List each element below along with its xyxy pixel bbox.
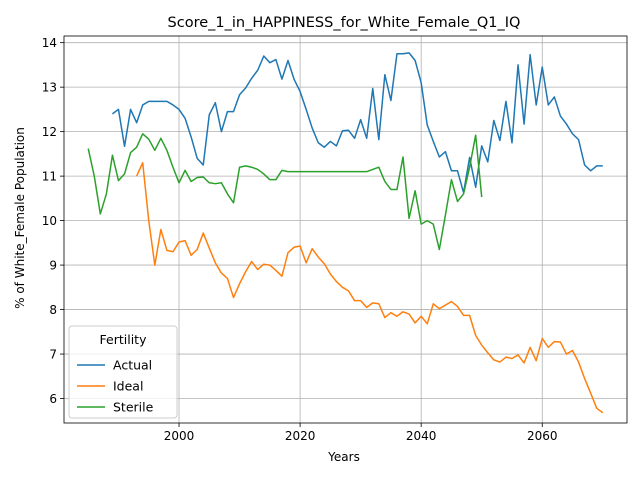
y-tick-label: 9 <box>49 259 57 273</box>
y-tick-label: 12 <box>42 125 57 139</box>
chart-title: Score_1_in_HAPPINESS_for_White_Female_Q1… <box>168 15 521 31</box>
x-tick-label: 2040 <box>406 429 437 443</box>
legend: Fertility Actual Ideal Sterile <box>68 325 178 419</box>
series-line-actual <box>111 52 603 194</box>
y-tick-label: 10 <box>42 214 57 228</box>
y-tick-label: 7 <box>49 348 57 362</box>
legend-label: Sterile <box>113 400 154 415</box>
x-tick-label: 2060 <box>527 429 558 443</box>
x-tick-label: 2000 <box>164 429 195 443</box>
grid <box>64 36 627 423</box>
y-axis-label: % of White_Female Population <box>13 127 27 309</box>
x-axis-label: Years <box>327 450 360 464</box>
series-line-ideal <box>135 162 604 414</box>
legend-title: Fertility <box>100 332 148 347</box>
plot-frame <box>63 35 628 424</box>
x-tick-label: 2020 <box>285 429 316 443</box>
y-tick-label: 11 <box>42 170 57 184</box>
legend-box <box>68 325 178 419</box>
series-layer <box>87 52 604 414</box>
y-tick-label: 13 <box>42 81 57 95</box>
y-tick-label: 8 <box>49 303 57 317</box>
axis-ticks: 2000 2020 2040 2060 6 7 8 9 10 11 12 13 14 <box>42 36 558 443</box>
y-tick-label: 14 <box>42 36 57 50</box>
legend-label: Ideal <box>113 379 143 394</box>
y-tick-label: 6 <box>49 392 57 406</box>
legend-label: Actual <box>113 358 152 373</box>
series-line-sterile <box>87 133 483 251</box>
